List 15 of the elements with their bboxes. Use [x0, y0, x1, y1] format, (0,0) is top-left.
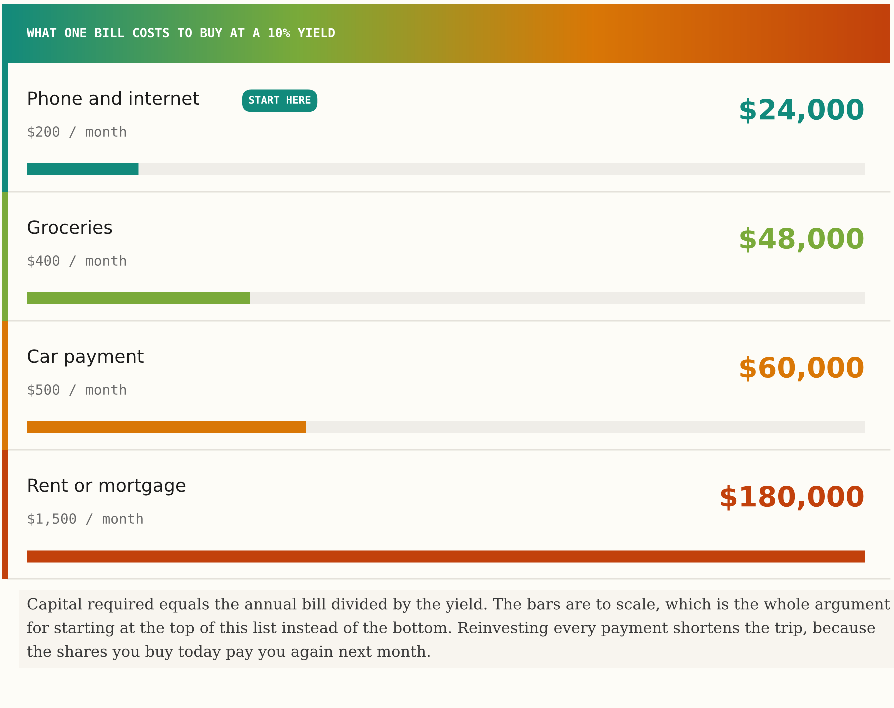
y-tick-label: Groceries	[28, 220, 112, 234]
annotation: $200 / month	[28, 126, 126, 139]
data-label: $180,000	[721, 486, 864, 511]
chart-title: WHAT ONE BILL COSTS TO BUY AT A 10% YIELD	[27, 28, 335, 38]
annotation: Capital required equals the annual bill divided by the yield. The bars are to scale, which is the whole argument for starting at the top of this list instead of the bottom. Reinvesting every payment shortens the trip, because the shares you buy today pay you again next month.	[27, 598, 890, 660]
y-tick-label: Rent or mortgage	[28, 478, 186, 496]
annotation: $500 / month	[28, 384, 126, 397]
y-tick-label: Phone and internet	[28, 91, 200, 106]
data-label: $60,000	[740, 356, 864, 382]
y-tick-label: Car payment	[28, 350, 144, 367]
annotation: $1,500 / month	[28, 513, 143, 526]
data-label: $24,000	[740, 98, 864, 124]
annotation: START HERE	[249, 96, 311, 104]
data-label: $48,000	[740, 228, 864, 253]
annotation: $400 / month	[28, 255, 126, 268]
